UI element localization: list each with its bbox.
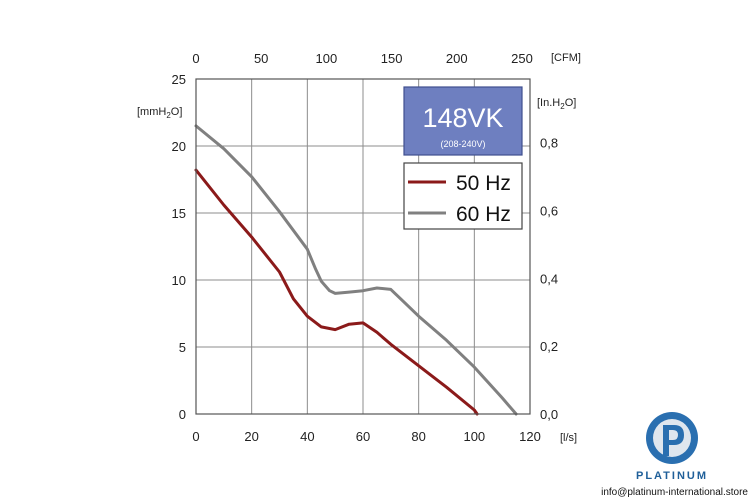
legend-label-50hz: 50 Hz [456, 172, 511, 195]
legend: 50 Hz 60 Hz [403, 162, 523, 230]
y-left-tick-label: 20 [172, 139, 186, 154]
y-left-unit-sub: 2 [166, 111, 171, 120]
model-box: 148VK (208-240V) [403, 86, 523, 156]
y-left-tick-label: 5 [179, 340, 186, 355]
x-bottom-tick-label: 120 [519, 429, 541, 444]
legend-box [403, 162, 523, 230]
x-top-tick-label: 0 [192, 51, 199, 66]
y-right-tick-label: 0,6 [540, 203, 558, 218]
logo-p-shape [663, 425, 684, 456]
y-left-tick-label: 10 [172, 273, 186, 288]
y-left-unit-main: [mmH [137, 106, 166, 118]
x-bottom-tick-label: 100 [463, 429, 485, 444]
model-title: 148VK [422, 103, 503, 133]
y-right-unit-end: O] [565, 97, 577, 109]
x-top-tick-label: 50 [254, 51, 268, 66]
y-left-tick-label: 15 [172, 206, 186, 221]
x-bottom-tick-label: 80 [411, 429, 425, 444]
platinum-logo: PLATINUM [636, 412, 708, 482]
plot-frame [195, 78, 531, 415]
x-bottom-tick-label: 40 [300, 429, 314, 444]
y-right-tick-label: 0,0 [540, 407, 558, 422]
series-layer [194, 124, 518, 416]
y-left-tick-label: 0 [179, 407, 186, 422]
y-left-unit-end: O] [171, 106, 183, 118]
model-box-background [403, 86, 523, 156]
x-top-tick-label: 250 [511, 51, 533, 66]
x-top-tick-label: 200 [446, 51, 468, 66]
series-line-50hz [194, 168, 479, 416]
y-right-unit-sub: 2 [560, 102, 565, 111]
x-top-tick-label: 150 [381, 51, 403, 66]
y-right-unit-main: [In.H [537, 97, 560, 109]
brand-email: info@platinum-international.store [601, 487, 748, 498]
logo-inner-circle [653, 419, 691, 457]
y-right-tick-label: 0,2 [540, 339, 558, 354]
x-top-tick-label: 100 [316, 51, 338, 66]
series-line-60hz [194, 124, 518, 416]
legend-label-60hz: 60 Hz [456, 203, 511, 226]
y-left-tick-label: 25 [172, 72, 186, 87]
x-bottom-tick-label: 0 [192, 429, 199, 444]
y-right-tick-label: 0,4 [540, 271, 558, 286]
x-bottom-tick-label: 60 [356, 429, 370, 444]
model-subtitle: (208-240V) [440, 139, 485, 149]
y-left-unit-label: [mmH2O] [137, 106, 182, 120]
brand-name: PLATINUM [636, 470, 708, 482]
x-bottom-tick-label: 20 [244, 429, 258, 444]
x-bottom-unit-label: [l/s] [560, 432, 577, 444]
y-right-unit-label: [In.H2O] [537, 97, 576, 111]
x-top-unit-label: [CFM] [551, 52, 581, 64]
axis-ticks: 0 20 40 60 80 100 120 0 50 100 150 200 250 0 5 10 15 20 25… [172, 51, 559, 444]
y-right-tick-label: 0,8 [540, 136, 558, 151]
